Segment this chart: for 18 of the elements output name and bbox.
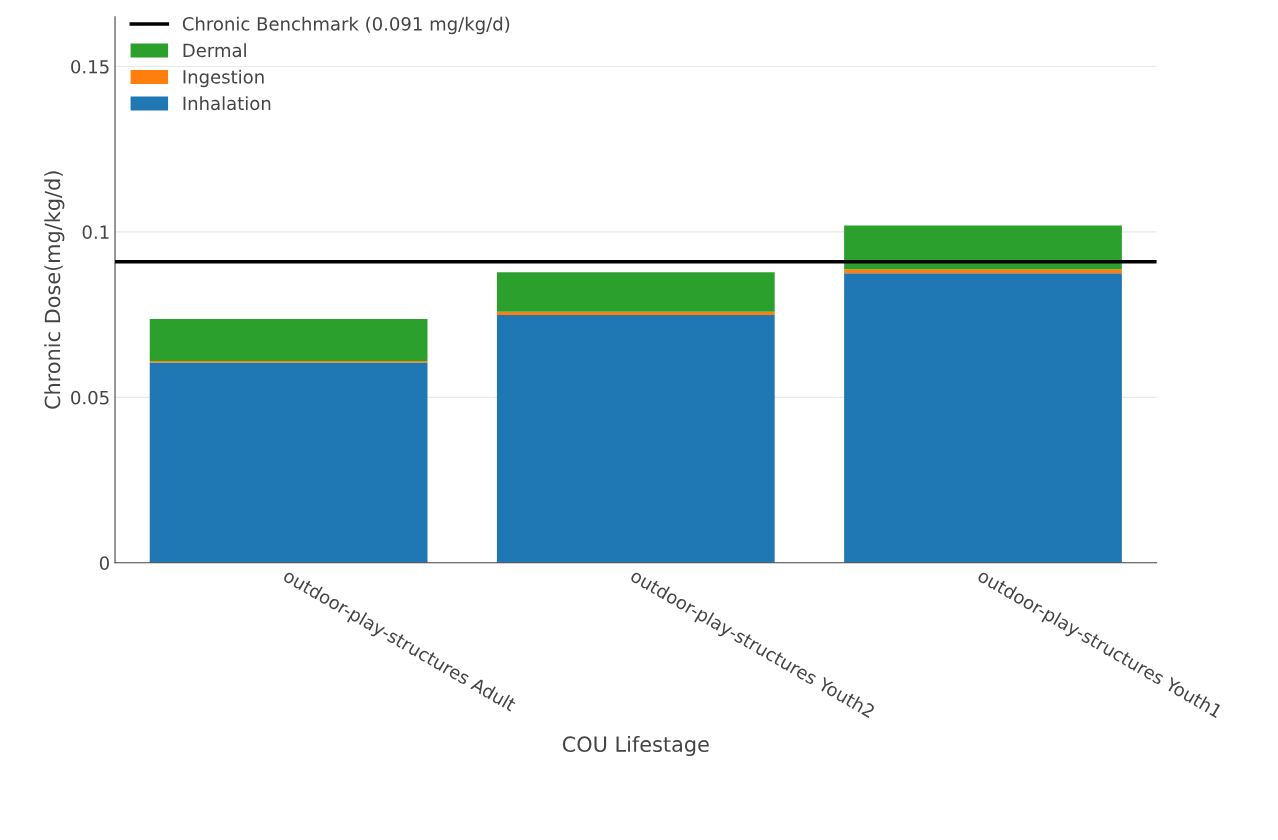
bar: [496, 272, 775, 312]
y-tick-label: 0.15: [71, 59, 109, 74]
bar: [149, 362, 428, 563]
bar: [496, 314, 775, 563]
bar: [844, 269, 1122, 274]
y-tick-label: 0.1: [82, 225, 109, 240]
legend-label: Inhalation: [183, 96, 271, 111]
bar: [149, 318, 428, 361]
bar: [844, 225, 1122, 270]
bar: [496, 311, 775, 315]
x-axis-title: COU Lifestage: [562, 735, 709, 757]
legend-label: Dermal: [183, 43, 246, 58]
y-tick-label: 0.05: [71, 390, 109, 405]
bar: [844, 273, 1122, 563]
legend-label: Chronic Benchmark (0.091 mg/kg/d): [182, 16, 510, 35]
y-axis-title: Chronic Dose(mg/kg/d): [44, 171, 65, 409]
y-tick-label: 0: [99, 556, 109, 570]
legend-label: Ingestion: [183, 69, 264, 88]
